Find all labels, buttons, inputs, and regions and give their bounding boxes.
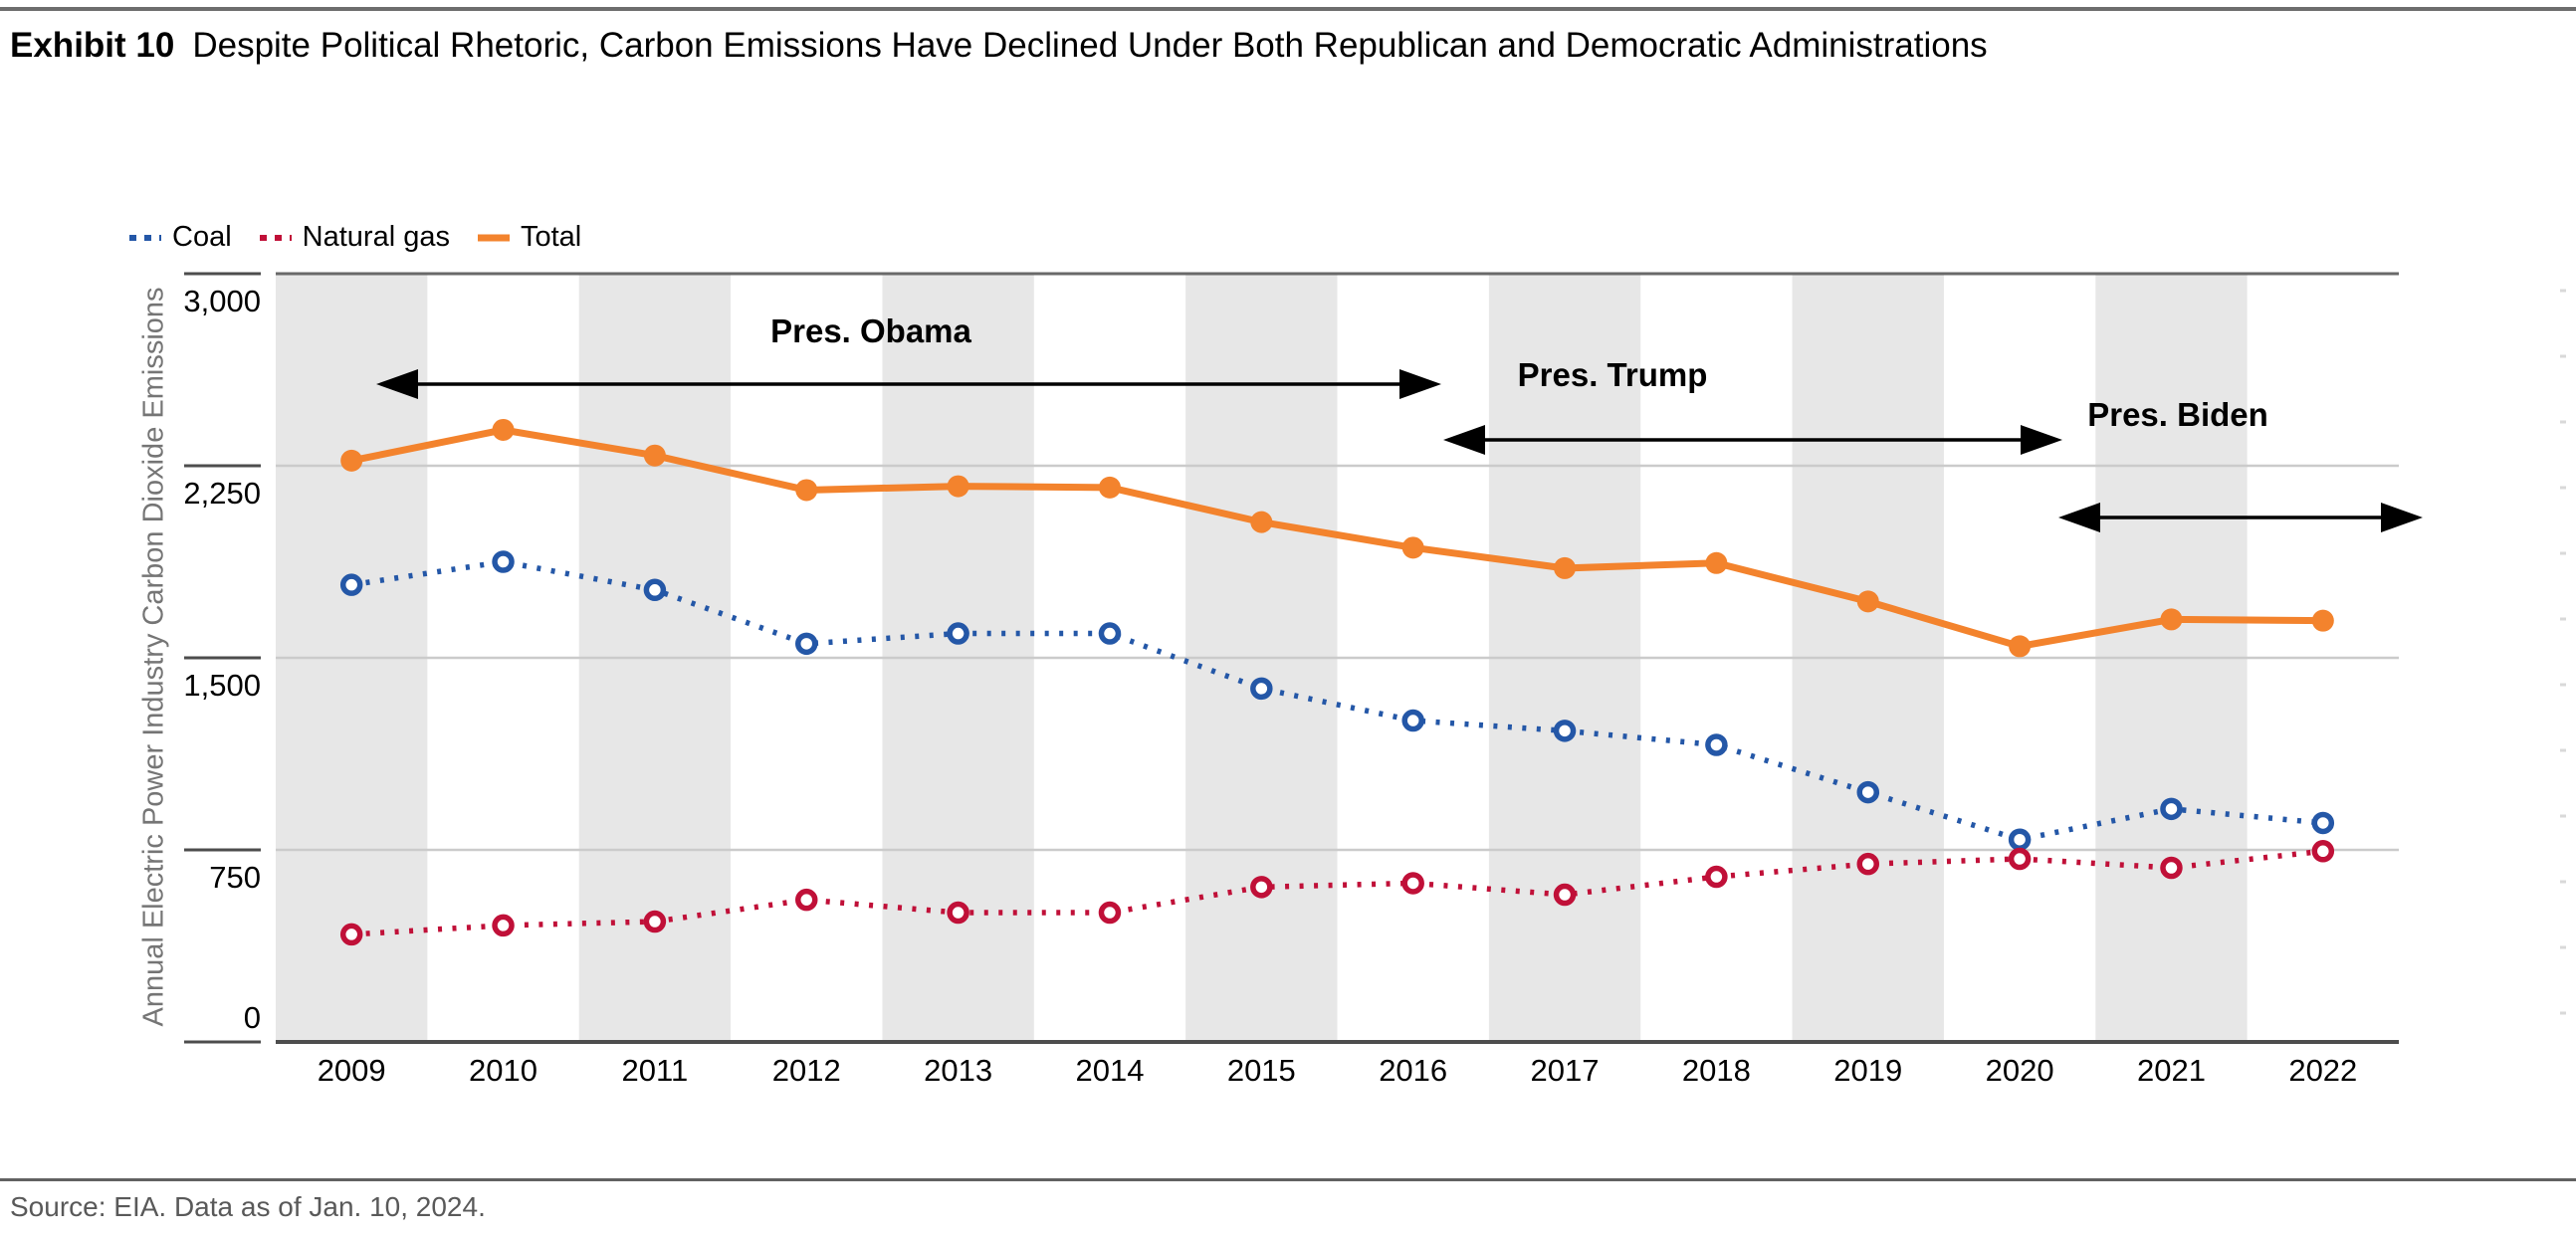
top-divider bbox=[0, 7, 2576, 11]
bottom-divider bbox=[0, 1178, 2576, 1181]
page-title: Exhibit 10 Despite Political Rhetoric, Ca… bbox=[10, 26, 1988, 66]
data-point bbox=[1553, 720, 1577, 742]
exhibit-number: Exhibit 10 bbox=[10, 26, 175, 65]
data-point bbox=[1856, 852, 1879, 876]
arrowhead-left bbox=[376, 369, 418, 399]
data-point bbox=[340, 449, 363, 472]
data-point bbox=[1401, 872, 1424, 895]
source-note: Source: EIA. Data as of Jan. 10, 2024. bbox=[10, 1191, 486, 1222]
title-text: Despite Political Rhetoric, Carbon Emiss… bbox=[192, 26, 1988, 65]
data-point bbox=[1250, 876, 1273, 899]
data-point bbox=[795, 888, 818, 912]
legend-item-natural-gas: Natural gas bbox=[258, 221, 450, 254]
arrowhead-left bbox=[2058, 503, 2100, 532]
x-axis-year-label: 2018 bbox=[1681, 1053, 1751, 1088]
data-point bbox=[795, 479, 818, 502]
data-point bbox=[2160, 797, 2183, 821]
data-point bbox=[1705, 551, 1728, 574]
x-axis-year-label: 2021 bbox=[2136, 1053, 2206, 1088]
total-solid-line-icon bbox=[477, 234, 510, 241]
data-point bbox=[1098, 622, 1122, 645]
data-point bbox=[1250, 511, 1273, 533]
x-axis-year-label: 2022 bbox=[2288, 1053, 2358, 1088]
data-point bbox=[1705, 865, 1728, 889]
data-point bbox=[2311, 811, 2335, 835]
president-term-label: Pres. Biden bbox=[2087, 396, 2268, 433]
y-axis-tick-label: 1,500 bbox=[183, 668, 261, 703]
coal-dotted-line-icon bbox=[129, 234, 161, 241]
legend-item-coal: Coal bbox=[127, 221, 232, 254]
data-point bbox=[1856, 590, 1879, 613]
legend-label: Natural gas bbox=[302, 221, 450, 253]
series-line-total bbox=[350, 426, 2323, 651]
data-point bbox=[1856, 780, 1879, 804]
y-axis-tick-label: 0 bbox=[243, 1000, 261, 1035]
data-point bbox=[2311, 840, 2335, 863]
data-point bbox=[1098, 901, 1122, 925]
data-point bbox=[643, 444, 666, 467]
data-point bbox=[339, 923, 363, 946]
x-axis-year-label: 2017 bbox=[1530, 1053, 1600, 1088]
data-point bbox=[643, 910, 667, 933]
data-point bbox=[1705, 733, 1728, 756]
data-point bbox=[1250, 677, 1273, 701]
x-axis-year-label: 2016 bbox=[1379, 1053, 1448, 1088]
x-axis-year-label: 2012 bbox=[771, 1053, 841, 1088]
x-axis-year-label: 2020 bbox=[1985, 1053, 2054, 1088]
data-point bbox=[492, 550, 515, 573]
data-point bbox=[2008, 828, 2032, 851]
x-axis-year-label: 2014 bbox=[1075, 1053, 1145, 1088]
arrowhead-left bbox=[1443, 425, 1485, 455]
legend-item-total: Total bbox=[476, 221, 581, 254]
data-point bbox=[2160, 856, 2183, 880]
data-point bbox=[795, 632, 818, 656]
y-axis-tick-label: 3,000 bbox=[183, 284, 261, 318]
series-line-coal bbox=[350, 558, 2324, 843]
data-point bbox=[643, 578, 667, 602]
natural-gas-dotted-line-icon bbox=[259, 234, 292, 241]
arrowhead-right bbox=[2381, 503, 2423, 532]
arrowhead-right bbox=[2021, 425, 2062, 455]
president-term-label: Pres. Trump bbox=[1517, 356, 1708, 393]
data-point bbox=[1554, 556, 1577, 579]
data-point bbox=[2311, 609, 2334, 632]
data-point bbox=[947, 901, 969, 925]
data-point bbox=[1098, 476, 1121, 499]
x-axis-year-label: 2011 bbox=[621, 1053, 689, 1088]
data-point bbox=[492, 914, 515, 937]
data-point bbox=[1553, 883, 1577, 907]
legend-label: Total bbox=[520, 221, 582, 253]
data-point bbox=[1401, 536, 1424, 559]
x-axis-year-label: 2013 bbox=[924, 1053, 993, 1088]
y-axis-tick-label: 750 bbox=[209, 860, 261, 895]
data-point bbox=[1401, 709, 1424, 732]
x-axis-year-label: 2010 bbox=[469, 1053, 538, 1088]
president-term-label: Pres. Obama bbox=[770, 312, 971, 349]
data-point bbox=[492, 418, 515, 441]
data-point bbox=[947, 475, 969, 498]
data-point bbox=[2009, 635, 2032, 658]
x-axis-year-label: 2015 bbox=[1226, 1053, 1296, 1088]
data-point bbox=[2008, 847, 2032, 871]
chart-legend: Coal Natural gas Total bbox=[127, 221, 581, 254]
x-axis-year-label: 2019 bbox=[1833, 1053, 1903, 1088]
y-axis-tick-label: 2,250 bbox=[183, 476, 261, 511]
x-axis-year-label: 2009 bbox=[317, 1053, 386, 1088]
data-point bbox=[2160, 608, 2183, 631]
arrowhead-right bbox=[1399, 369, 1441, 399]
data-point bbox=[947, 622, 969, 645]
data-point bbox=[339, 573, 363, 596]
legend-label: Coal bbox=[172, 221, 232, 253]
